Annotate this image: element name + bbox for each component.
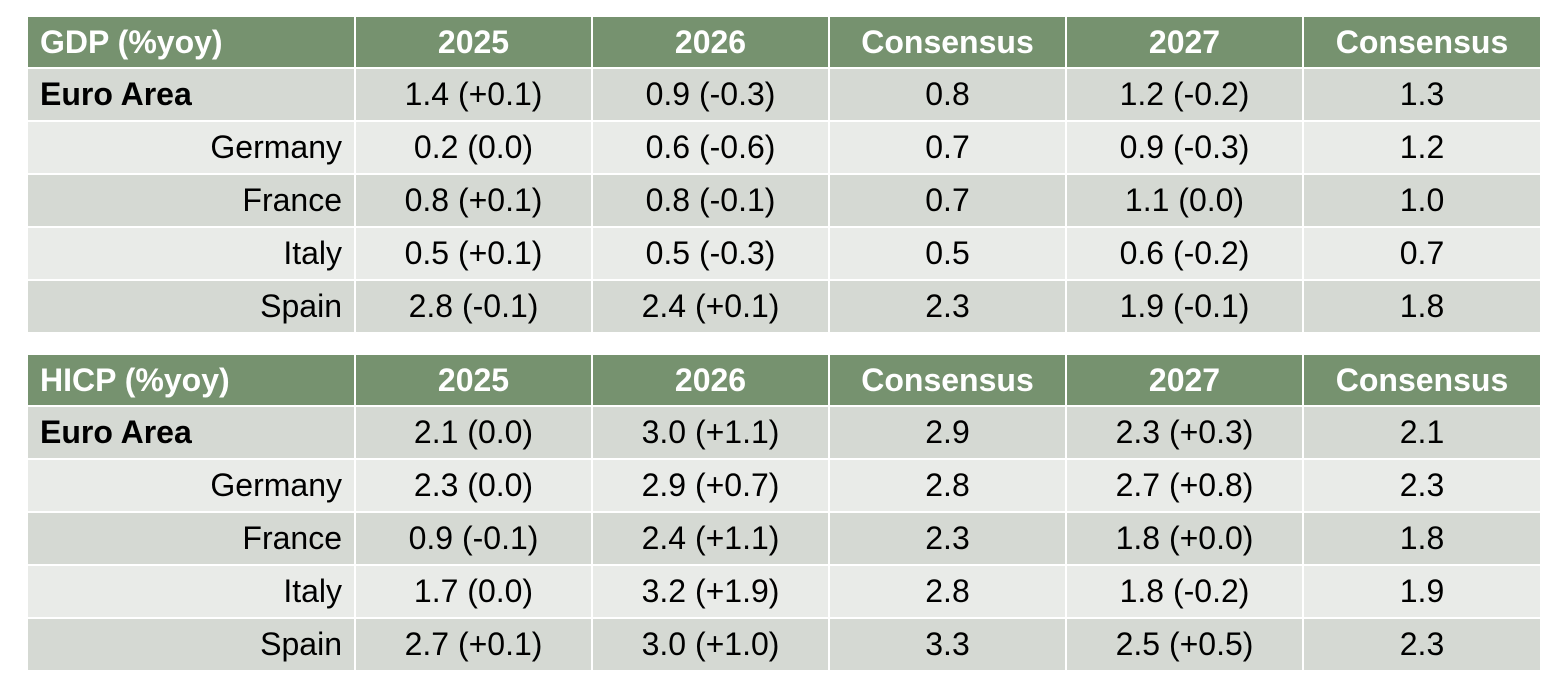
row-label: Spain	[26, 279, 356, 334]
table-cell: 2.7 (+0.1)	[354, 617, 593, 672]
header-cell: Consensus	[1302, 15, 1542, 69]
table-cell: 0.5 (+0.1)	[354, 226, 593, 281]
table-cell: 1.1 (0.0)	[1065, 173, 1304, 228]
header-cell-title: GDP (%yoy)	[26, 15, 356, 69]
table-cell: 2.1 (0.0)	[354, 405, 593, 460]
table-cell: 1.2 (-0.2)	[1065, 67, 1304, 122]
table-cell: 2.3 (0.0)	[354, 458, 593, 513]
row-label: France	[26, 173, 356, 228]
table-cell: 1.9	[1302, 564, 1542, 619]
table-row: Spain 2.8 (-0.1) 2.4 (+0.1) 2.3 1.9 (-0.…	[26, 279, 1542, 334]
hicp-table: HICP (%yoy) 2025 2026 Consensus 2027 Con…	[26, 353, 1542, 672]
table-cell: 2.8	[828, 564, 1067, 619]
row-label: Italy	[26, 226, 356, 281]
row-label: Germany	[26, 120, 356, 175]
table-cell: 2.9	[828, 405, 1067, 460]
table-cell: 1.8	[1302, 279, 1542, 334]
table-cell: 0.6 (-0.6)	[591, 120, 830, 175]
table-cell: 0.7	[828, 120, 1067, 175]
header-cell: Consensus	[828, 15, 1067, 69]
table-cell: 2.3	[1302, 458, 1542, 513]
table-cell: 1.8	[1302, 511, 1542, 566]
table-row: Germany 2.3 (0.0) 2.9 (+0.7) 2.8 2.7 (+0…	[26, 458, 1542, 513]
table-cell: 1.9 (-0.1)	[1065, 279, 1304, 334]
table-header-row: GDP (%yoy) 2025 2026 Consensus 2027 Cons…	[26, 15, 1542, 69]
header-cell: Consensus	[1302, 353, 1542, 407]
table-cell: 0.8 (-0.1)	[591, 173, 830, 228]
row-label: Germany	[26, 458, 356, 513]
table-cell: 2.1	[1302, 405, 1542, 460]
table-cell: 2.7 (+0.8)	[1065, 458, 1304, 513]
table-cell: 1.8 (-0.2)	[1065, 564, 1304, 619]
table-cell: 0.8	[828, 67, 1067, 122]
table-cell: 2.3	[828, 279, 1067, 334]
table-row: Germany 0.2 (0.0) 0.6 (-0.6) 0.7 0.9 (-0…	[26, 120, 1542, 175]
table-row: Italy 1.7 (0.0) 3.2 (+1.9) 2.8 1.8 (-0.2…	[26, 564, 1542, 619]
table-cell: 1.3	[1302, 67, 1542, 122]
table-cell: 0.7	[1302, 226, 1542, 281]
table-cell: 0.9 (-0.3)	[1065, 120, 1304, 175]
gdp-table: GDP (%yoy) 2025 2026 Consensus 2027 Cons…	[26, 15, 1542, 334]
table-cell: 2.3	[828, 511, 1067, 566]
table-cell: 2.9 (+0.7)	[591, 458, 830, 513]
table-row: Euro Area 2.1 (0.0) 3.0 (+1.1) 2.9 2.3 (…	[26, 405, 1542, 460]
row-label: Italy	[26, 564, 356, 619]
table-cell: 2.3	[1302, 617, 1542, 672]
table-row: Italy 0.5 (+0.1) 0.5 (-0.3) 0.5 0.6 (-0.…	[26, 226, 1542, 281]
table-row: Spain 2.7 (+0.1) 3.0 (+1.0) 3.3 2.5 (+0.…	[26, 617, 1542, 672]
table-cell: 1.4 (+0.1)	[354, 67, 593, 122]
table-cell: 3.2 (+1.9)	[591, 564, 830, 619]
header-cell: 2025	[354, 353, 593, 407]
row-label: France	[26, 511, 356, 566]
table-row: France 0.9 (-0.1) 2.4 (+1.1) 2.3 1.8 (+0…	[26, 511, 1542, 566]
table-cell: 3.0 (+1.1)	[591, 405, 830, 460]
table-cell: 0.8 (+0.1)	[354, 173, 593, 228]
table-row: France 0.8 (+0.1) 0.8 (-0.1) 0.7 1.1 (0.…	[26, 173, 1542, 228]
table-row: Euro Area 1.4 (+0.1) 0.9 (-0.3) 0.8 1.2 …	[26, 67, 1542, 122]
table-cell: 1.7 (0.0)	[354, 564, 593, 619]
table-cell: 3.3	[828, 617, 1067, 672]
table-cell: 0.7	[828, 173, 1067, 228]
header-cell: Consensus	[828, 353, 1067, 407]
table-cell: 3.0 (+1.0)	[591, 617, 830, 672]
row-label: Euro Area	[26, 67, 356, 122]
table-cell: 2.8 (-0.1)	[354, 279, 593, 334]
table-cell: 1.8 (+0.0)	[1065, 511, 1304, 566]
table-cell: 2.3 (+0.3)	[1065, 405, 1304, 460]
table-cell: 2.4 (+0.1)	[591, 279, 830, 334]
table-cell: 0.9 (-0.3)	[591, 67, 830, 122]
table-cell: 1.0	[1302, 173, 1542, 228]
header-cell: 2027	[1065, 353, 1304, 407]
header-cell: 2027	[1065, 15, 1304, 69]
row-label: Euro Area	[26, 405, 356, 460]
row-label: Spain	[26, 617, 356, 672]
table-header-row: HICP (%yoy) 2025 2026 Consensus 2027 Con…	[26, 353, 1542, 407]
table-cell: 0.5 (-0.3)	[591, 226, 830, 281]
table-cell: 2.4 (+1.1)	[591, 511, 830, 566]
table-cell: 0.9 (-0.1)	[354, 511, 593, 566]
table-cell: 1.2	[1302, 120, 1542, 175]
header-cell-title: HICP (%yoy)	[26, 353, 356, 407]
header-cell: 2026	[591, 353, 830, 407]
table-cell: 0.2 (0.0)	[354, 120, 593, 175]
header-cell: 2026	[591, 15, 830, 69]
table-cell: 0.5	[828, 226, 1067, 281]
table-cell: 0.6 (-0.2)	[1065, 226, 1304, 281]
header-cell: 2025	[354, 15, 593, 69]
table-cell: 2.8	[828, 458, 1067, 513]
table-cell: 2.5 (+0.5)	[1065, 617, 1304, 672]
